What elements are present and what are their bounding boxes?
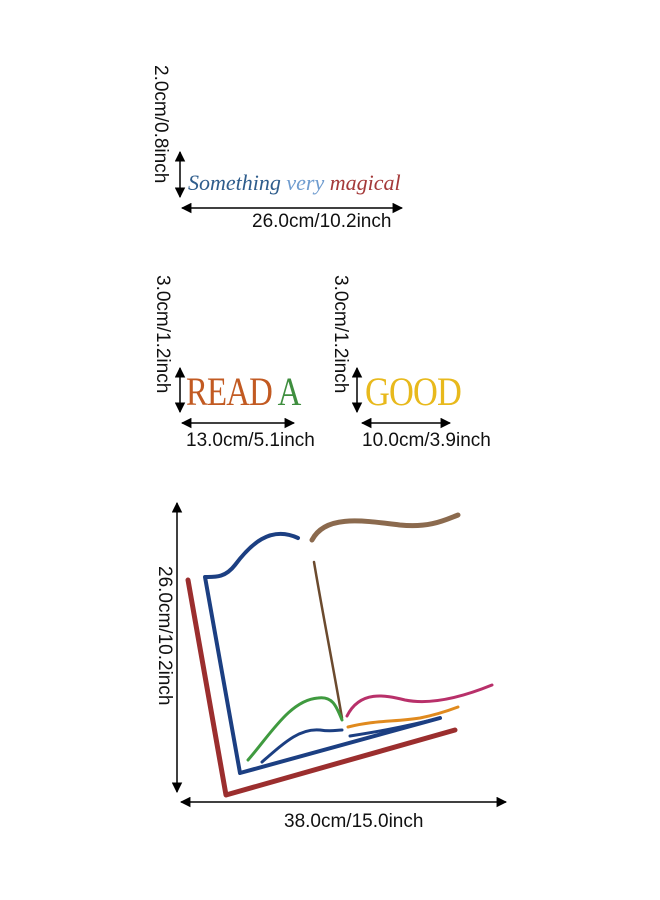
phrase2-width-label: 13.0cm/5.1inch	[186, 430, 315, 451]
phrase1-word-something: Something	[188, 170, 281, 195]
phrase3-height-label: 3.0cm/1.2inch	[330, 275, 351, 394]
phrase1-word-magical: magical	[329, 170, 401, 195]
phrase2-word-read: READ	[186, 369, 273, 414]
book-bookmark-line	[309, 512, 461, 543]
book-navy-lower-line	[348, 716, 442, 738]
book-width-label: 38.0cm/15.0inch	[284, 811, 424, 832]
open-book-illustration	[185, 512, 494, 798]
phrase3-width-label: 10.0cm/3.9inch	[362, 430, 491, 451]
book-left-page-line	[203, 531, 442, 775]
phrase1-height-label: 2.0cm/0.8inch	[150, 65, 171, 184]
book-navy-page-line	[260, 728, 344, 764]
phrase2-text: READ A	[186, 369, 302, 414]
book-orange-page-line	[346, 705, 460, 729]
book-height-label: 26.0cm/10.2inch	[154, 566, 175, 706]
phrase3-word-good: GOOD	[365, 369, 462, 414]
phrase1-width-label: 26.0cm/10.2inch	[252, 211, 392, 232]
phrase1-text: Something very magical	[188, 172, 401, 194]
phrase3-text: GOOD	[365, 369, 462, 414]
book-cover-line	[185, 577, 458, 798]
book-green-page-line	[246, 696, 344, 762]
phrase1-word-very: very	[286, 170, 325, 195]
phrase2-height-label: 3.0cm/1.2inch	[152, 275, 173, 394]
book-pink-page-line	[345, 683, 494, 718]
phrase2-word-a: A	[277, 369, 302, 414]
book-spine-line	[312, 560, 344, 720]
